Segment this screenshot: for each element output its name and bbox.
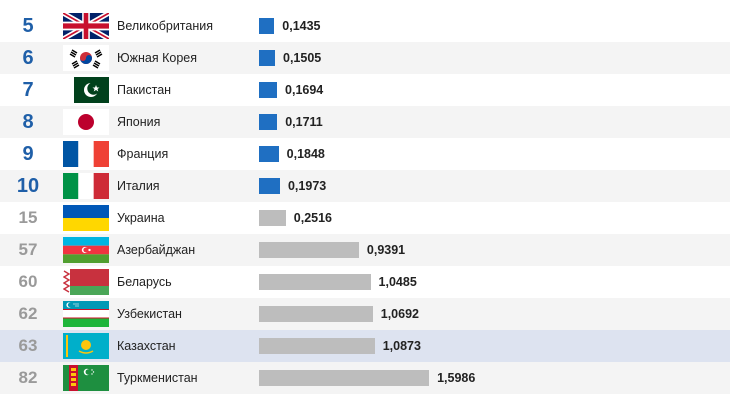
chart-row: 60 Беларусь 1,0485 <box>0 266 730 298</box>
value-label: 0,1711 <box>285 115 323 129</box>
chart-row: 5 Великобритания 0,1435 <box>0 10 730 42</box>
chart-row: 9 Франция 0,1848 <box>0 138 730 170</box>
country-label: Узбекистан <box>117 307 182 321</box>
value-label: 0,1694 <box>285 83 324 97</box>
value-label: 0,2516 <box>293 211 332 225</box>
value-label: 1,5986 <box>437 371 476 385</box>
rank-label: 7 <box>22 79 34 101</box>
value-bar <box>259 370 430 386</box>
value-bar <box>259 18 275 34</box>
rank-label: 82 <box>18 368 38 387</box>
country-label: Туркменистан <box>117 371 198 385</box>
uzbekistan-flag <box>63 301 109 327</box>
japan-flag <box>63 109 109 135</box>
value-bar <box>259 242 359 258</box>
italy-flag <box>63 173 109 199</box>
turkmenistan-flag <box>63 365 109 391</box>
rank-label: 15 <box>18 208 38 227</box>
value-label: 1,0692 <box>380 307 419 321</box>
country-label: Украина <box>117 211 165 225</box>
france-flag <box>63 141 109 167</box>
value-bar <box>259 146 279 162</box>
country-label: Азербайджан <box>117 243 196 257</box>
chart-row: 8 Япония 0,1711 <box>0 106 730 138</box>
belarus-flag <box>63 269 109 295</box>
value-bar <box>259 306 373 322</box>
rank-label: 60 <box>18 272 38 291</box>
value-label: 0,1973 <box>287 179 327 193</box>
kazakhstan-flag <box>63 333 109 359</box>
value-bar <box>259 50 275 66</box>
value-bar <box>259 274 371 290</box>
chart-row: 6 Южная Корея 0,1505 <box>0 42 730 74</box>
value-bar <box>259 114 278 130</box>
uk-flag <box>63 13 109 39</box>
rank-label: 6 <box>22 47 34 69</box>
value-bar <box>259 82 278 98</box>
chart-row: 82 Туркменистан 1,5986 <box>0 362 730 394</box>
value-label: 1,0873 <box>382 339 421 353</box>
country-label: Южная Корея <box>117 51 197 65</box>
chart-row: 15 Украина 0,2516 <box>0 202 730 234</box>
value-bar <box>259 338 375 354</box>
value-bar <box>259 210 286 226</box>
pakistan-flag <box>63 77 109 103</box>
rank-label: 8 <box>22 111 34 133</box>
rank-label: 63 <box>18 336 38 355</box>
country-label: Япония <box>117 115 161 129</box>
azerbaijan-flag <box>63 237 109 263</box>
rank-label: 62 <box>18 304 38 323</box>
chart-row: 7 Пакистан 0,1694 <box>0 74 730 106</box>
country-label: Казахстан <box>117 339 176 353</box>
value-label: 0,1435 <box>282 19 321 33</box>
value-label: 1,0485 <box>378 275 417 289</box>
ukraine-flag <box>63 205 109 231</box>
country-label: Италия <box>117 179 160 193</box>
country-label: Беларусь <box>117 275 172 289</box>
value-label: 0,1505 <box>283 51 322 65</box>
south-korea-flag <box>63 45 109 71</box>
chart-row: 62 Узбекистан 1,0692 <box>0 298 730 330</box>
chart-row: 10 Италия 0,1973 <box>0 170 730 202</box>
value-label: 0,1848 <box>286 147 325 161</box>
value-bar <box>259 178 280 194</box>
chart-row: 63 Казахстан 1,0873 <box>0 330 730 362</box>
country-label: Франция <box>117 147 169 161</box>
rank-label: 5 <box>22 15 34 37</box>
value-label: 0,9391 <box>366 243 406 257</box>
country-label: Пакистан <box>117 83 172 97</box>
rank-label: 57 <box>18 240 38 259</box>
country-label: Великобритания <box>117 19 213 33</box>
chart-row: 57 Азербайджан 0,9391 <box>0 234 730 266</box>
rank-label: 10 <box>16 175 40 197</box>
rank-label: 9 <box>22 143 34 165</box>
